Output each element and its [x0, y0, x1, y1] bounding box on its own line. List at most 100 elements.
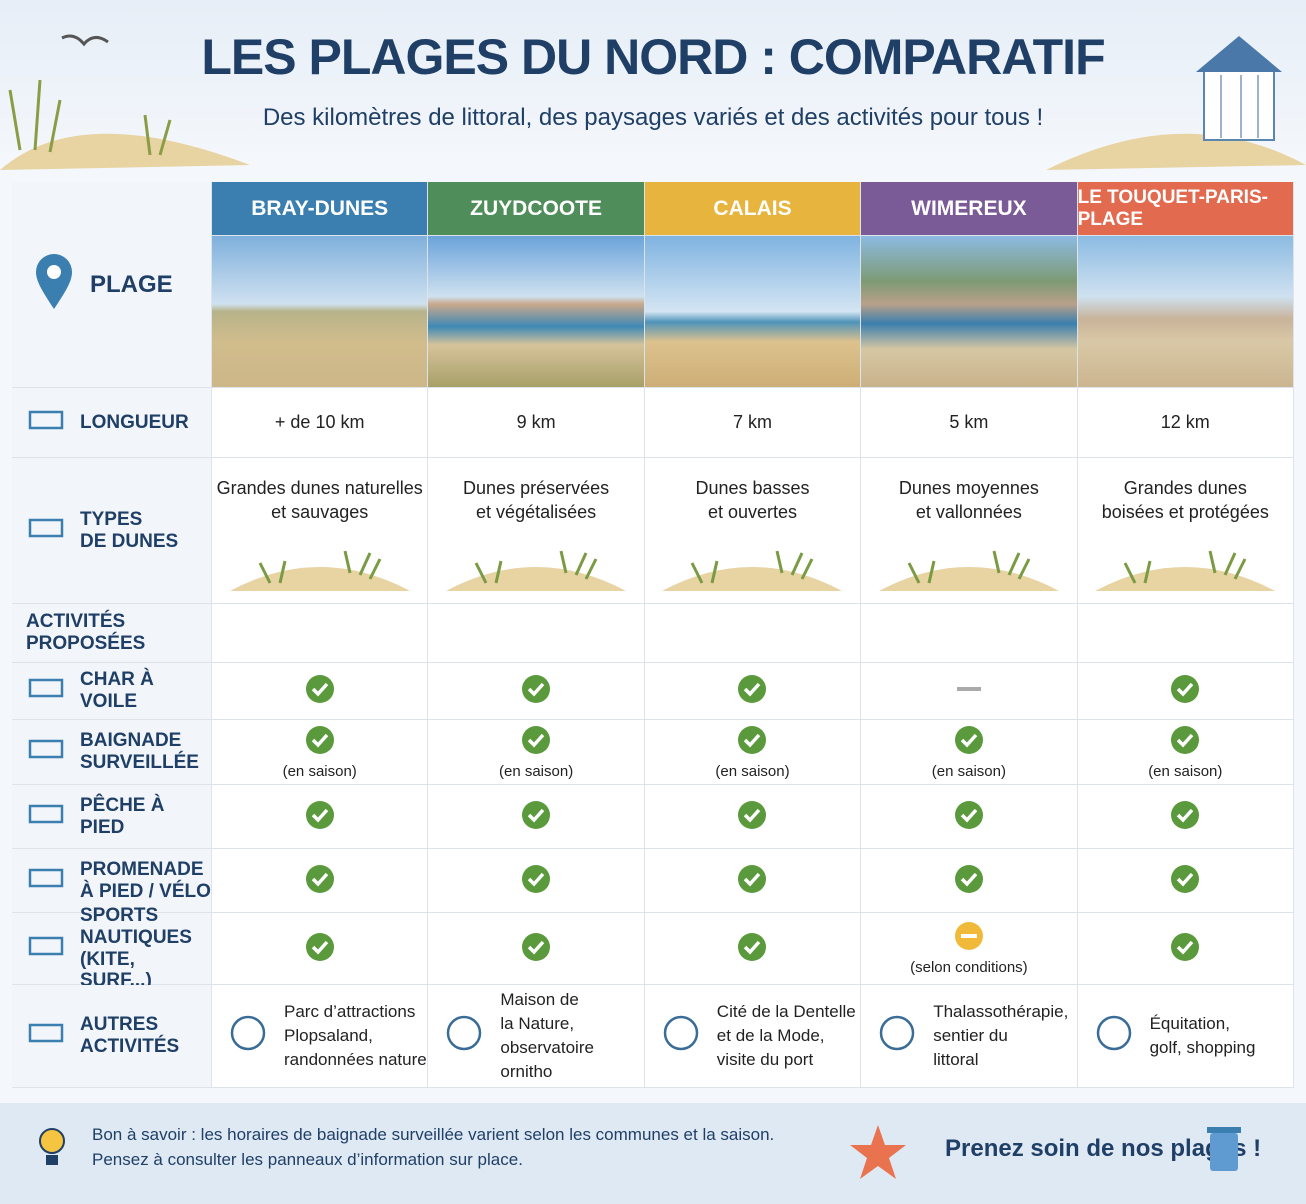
check-icon	[954, 864, 984, 898]
column-header: WIMEREUX	[861, 182, 1078, 236]
dash-icon	[954, 674, 984, 708]
activity-cell: (en saison)	[644, 720, 862, 785]
activity-cell: (selon conditions)	[861, 913, 1078, 985]
check-icon	[1170, 864, 1200, 898]
row-label-text: BAIGNADE SURVEILLÉE	[80, 730, 199, 773]
row-label-text: PROMENADE À PIED / VÉLO	[80, 858, 211, 902]
row-icon	[26, 858, 66, 904]
empty-cell	[861, 604, 1078, 663]
check-icon	[305, 725, 335, 759]
activity-cell	[861, 663, 1078, 720]
other-cell: Parc d’attractions Plopsaland, randonnée…	[212, 985, 429, 1088]
cell: Dunes moyennes et vallonnées	[861, 458, 1078, 604]
note: (en saison)	[282, 762, 357, 780]
note: (en saison)	[498, 762, 574, 780]
activity-icon	[1092, 1011, 1136, 1062]
activity-cell	[1077, 913, 1294, 985]
check-icon	[737, 800, 767, 834]
activity-cell	[212, 913, 429, 985]
check-icon	[521, 725, 551, 759]
row-label: AUTRES ACTIVITÉS	[12, 985, 212, 1088]
activity-cell: (en saison)	[428, 720, 645, 785]
check-icon	[521, 800, 551, 834]
other-text: Parc d’attractions Plopsaland, randonnée…	[284, 1002, 427, 1069]
column-header: LE TOUQUET-PARIS-PLAGE	[1077, 182, 1294, 236]
seagull	[61, 34, 109, 47]
activity-cell	[428, 913, 645, 985]
corner-label: PLAGE	[90, 270, 173, 298]
empty-cell	[428, 604, 645, 663]
activity-cell: (en saison)	[1077, 720, 1294, 785]
beach-photo	[428, 236, 645, 388]
tip: Bon à savoir : les horaires de baignade …	[92, 1125, 775, 1169]
row-label: CHAR À VOILE	[12, 663, 212, 720]
check-icon	[521, 864, 551, 898]
check-icon	[1170, 932, 1200, 966]
activity-cell	[428, 849, 645, 913]
column-header: ZUYDCOOTE	[428, 182, 645, 236]
beach-photo	[212, 236, 429, 388]
row-icon	[26, 668, 66, 714]
empty-cell	[644, 604, 862, 663]
activity-cell	[1077, 849, 1294, 913]
activity-icon	[659, 1011, 703, 1062]
dune-decoration	[0, 79, 250, 170]
other-text: Thalassothérapie, sentier du littoral	[933, 1002, 1069, 1069]
other-cell: Maison de la Nature, observatoire ornith…	[428, 985, 645, 1088]
cell: Dunes basses et ouvertes	[644, 458, 862, 604]
activity-cell	[644, 663, 862, 720]
activity-icon	[226, 1011, 270, 1062]
activity-icon	[875, 1011, 919, 1062]
slogan: Prenez soin de nos plages !	[945, 1135, 1262, 1162]
activity-cell: (en saison)	[212, 720, 429, 785]
other-cell: Équitation, golf, shopping	[1077, 985, 1294, 1088]
row-label-text: LONGUEUR	[80, 411, 189, 433]
check-icon	[737, 864, 767, 898]
activity-cell	[644, 913, 862, 985]
activity-icon	[442, 1011, 486, 1062]
pin-icon	[32, 251, 76, 318]
activity-cell	[1077, 785, 1294, 849]
check-icon	[305, 864, 335, 898]
row-label: SPORTS NAUTIQUES (KITE, SURF...)	[12, 905, 212, 991]
activity-cell	[861, 785, 1078, 849]
check-icon	[1170, 674, 1200, 708]
beach-photo	[861, 236, 1078, 388]
row-icon	[26, 926, 66, 972]
beach-photo	[1077, 236, 1294, 388]
row-icon	[26, 794, 66, 840]
activity-cell: (en saison)	[861, 720, 1078, 785]
row-label: PROMENADE À PIED / VÉLO	[12, 849, 212, 913]
check-icon	[305, 932, 335, 966]
row-label: BAIGNADE SURVEILLÉE	[12, 720, 212, 785]
column-header: CALAIS	[644, 182, 862, 236]
note: (selon conditions)	[910, 959, 1028, 976]
cell: 5 km	[861, 388, 1078, 458]
other-cell: Thalassothérapie, sentier du littoral	[861, 985, 1078, 1088]
empty-cell	[1077, 604, 1294, 663]
row-icon	[26, 508, 66, 554]
section-label: ACTIVITÉS PROPOSÉES	[12, 604, 212, 663]
check-icon	[521, 674, 551, 708]
check-icon	[737, 674, 767, 708]
activity-cell	[212, 785, 429, 849]
corner-cell: PLAGE	[12, 182, 212, 388]
cell: 12 km	[1077, 388, 1294, 458]
other-text: Équitation, golf, shopping	[1149, 1014, 1256, 1057]
empty-cell	[212, 604, 429, 663]
other-text: Cité de la Dentelle et de la Mode, visit…	[716, 1002, 856, 1069]
row-label-text: SPORTS NAUTIQUES (KITE, SURF...)	[80, 904, 192, 992]
cell: Grandes dunes naturelles et sauvages	[212, 458, 429, 604]
partial-icon	[954, 921, 984, 955]
check-icon	[737, 932, 767, 966]
check-icon	[737, 725, 767, 759]
row-label-text: AUTRES ACTIVITÉS	[80, 1014, 180, 1057]
cell: Dunes préservées et végétalisées	[428, 458, 645, 604]
title: LES PLAGES DU NORD : COMPARATIF	[201, 29, 1105, 85]
subtitle: Des kilomètres de littoral, des paysages…	[262, 104, 1044, 131]
cell: Grandes dunes boisées et protégées	[1077, 458, 1294, 604]
cell: + de 10 km	[212, 388, 429, 458]
beach-hut	[1046, 36, 1306, 170]
check-icon	[954, 725, 984, 759]
comparison-table: PLAGE BRAY-DUNES ZUYDCOOTE CALAIS WIMEREUX LE…	[12, 182, 1294, 1088]
